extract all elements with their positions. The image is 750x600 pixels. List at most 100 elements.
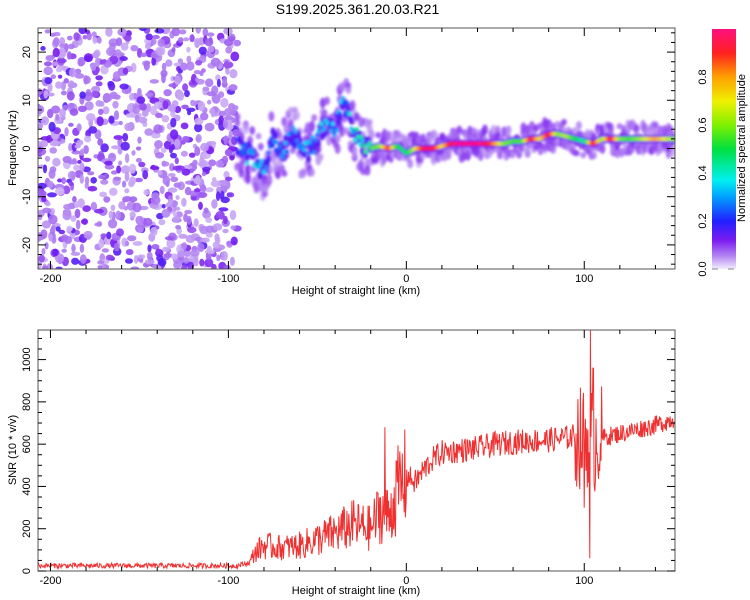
noise-blob [195,60,203,66]
noise-blob [73,164,80,171]
x-axis-label-top: Height of straight line (km) [292,285,420,297]
noise-blob [174,105,182,114]
ridge-halo [633,124,640,133]
noise-blob [183,257,190,264]
noise-blob [74,201,80,209]
x-tick-label: -100 [217,575,239,587]
noise-blob [183,37,190,42]
noise-blob [202,86,210,92]
ridge-halo [524,148,531,157]
noise-blob [124,171,130,182]
noise-blob [139,103,147,111]
noise-blob [98,238,105,249]
noise-blob [174,157,179,165]
noise-blob [224,149,233,157]
noise-blob [55,113,60,121]
colorbar-tick-label: 0.8 [697,69,709,84]
noise-blob [38,254,45,263]
ridge-cell [354,127,359,132]
noise-blob [129,92,135,101]
ridge-cell [270,143,275,148]
noise-blob [54,253,65,263]
noise-blob [124,153,130,164]
ridge-cell [269,136,274,141]
noise-blob [170,152,177,159]
noise-blob [63,203,73,210]
noise-blob [155,248,161,254]
noise-blob [188,152,196,158]
x-axis-label-bottom: Height of straight line (km) [292,585,420,597]
noise-blob [204,258,214,268]
noise-blob [105,254,114,261]
y-axis-label-bottom: SNR (10 * v/v) [7,415,19,485]
noise-blob [113,110,120,121]
noise-blob [113,176,122,181]
noise-blob [94,222,102,227]
noise-blob [135,215,144,225]
y-tick-label: 800 [21,393,33,411]
noise-blob [79,91,86,99]
noise-blob [83,230,93,239]
noise-blob [97,265,103,269]
noise-blob [205,231,213,238]
ridge-halo [496,152,503,160]
noise-blob [150,226,158,236]
noise-blob [222,77,228,85]
colorbar-tick-label: 0.0 [697,261,709,276]
noise-blob [218,91,225,98]
noise-blob [227,192,235,198]
noise-blob [144,128,154,136]
noise-blob [198,201,203,210]
noise-blob [223,215,228,225]
noise-blob [145,42,152,50]
noise-blob [120,165,131,174]
noise-blob [230,51,240,62]
noise-blob [154,140,163,149]
noise-blob [95,100,103,107]
noise-blob [153,124,163,134]
x-tick-label: 100 [575,575,593,587]
noise-blob [172,215,180,222]
y-tick-label: 1000 [21,347,33,371]
noise-blob [50,74,57,79]
noise-blob [174,75,182,85]
ridge-halo [309,122,315,131]
noise-blob [143,189,150,196]
noise-blob [122,67,129,75]
noise-blob [219,179,228,186]
ridge-halo [482,124,488,135]
noise-blob [129,176,137,186]
noise-blob [84,29,91,35]
noise-blob [178,233,188,239]
noise-blob [186,61,195,71]
noise-blob [139,28,147,32]
colorbar-tick-label: 0.4 [697,165,709,180]
noise-blob [51,225,56,230]
noise-blob [62,156,72,163]
noise-blob [200,237,210,243]
noise-blob [96,116,104,127]
noise-blob [194,146,201,157]
noise-blob [167,187,178,193]
noise-blob [77,58,84,67]
noise-blob [125,258,133,264]
noise-blob [79,254,87,264]
noise-blob [40,116,50,126]
noise-blob [71,243,76,253]
noise-blob [170,75,175,82]
noise-blob [162,246,170,252]
noise-blob [200,112,209,121]
noise-blob [151,132,161,139]
ridge-halo [353,112,360,122]
noise-blob [63,78,69,84]
noise-blob [102,58,107,64]
noise-blob [230,236,238,246]
noise-blob [195,134,202,143]
ridge-cell [337,111,342,116]
noise-blob [102,106,110,115]
noise-blob [75,219,81,230]
ridge-halo [573,150,580,157]
noise-blob [231,105,239,111]
noise-blob [125,240,130,247]
y-axis-label-top: Frequency (Hz) [7,110,19,186]
